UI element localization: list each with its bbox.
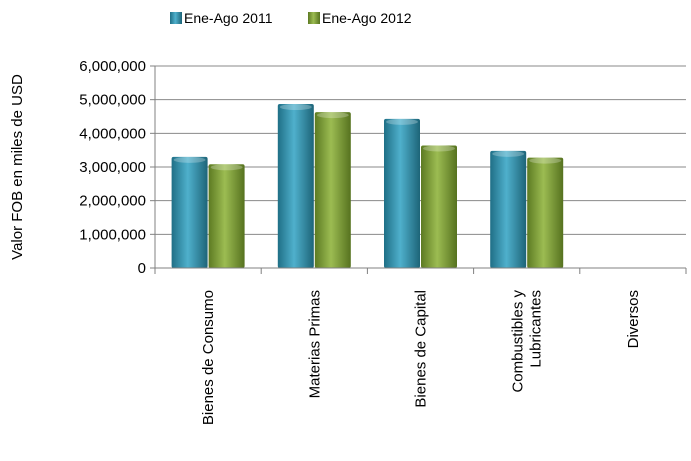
- y-tick-label-4: 4,000,000: [79, 125, 146, 142]
- legend-label-1: Ene-Ago 2011: [184, 10, 273, 26]
- bar-s2-c2: [314, 112, 351, 268]
- bar-highlight-s1-c1: [173, 156, 206, 163]
- bar-highlight-s2-c1: [210, 164, 243, 171]
- y-axis-title: Valor FOB en miles de USD: [9, 74, 26, 260]
- bar-s1-c2: [277, 104, 314, 268]
- x-category-label-4-line-1: Combustibles y: [510, 290, 527, 393]
- y-tick-label-0: 0: [138, 260, 146, 277]
- y-tick-label-6: 6,000,000: [79, 58, 146, 75]
- y-tick-label-5: 5,000,000: [79, 92, 146, 109]
- legend: Ene-Ago 2011 Ene-Ago 2012: [170, 10, 412, 26]
- bar-highlight-s1-c4: [492, 150, 525, 157]
- bar-s1-c4: [490, 150, 527, 268]
- x-category-label-3: Bienes de Capital: [413, 290, 430, 408]
- legend-swatch-1: [170, 12, 182, 24]
- y-tick-label-3: 3,000,000: [79, 159, 146, 176]
- bar-highlight-s2-c4: [529, 157, 562, 164]
- x-category-label-5: Diversos: [625, 290, 642, 348]
- x-category-label-2: Materias Primas: [306, 290, 323, 398]
- bar-s1-c1: [171, 156, 208, 268]
- legend-label-2: Ene-Ago 2012: [322, 10, 412, 26]
- y-tick-label-1: 1,000,000: [79, 226, 146, 243]
- bars: [171, 104, 564, 269]
- bar-s2-c3: [421, 145, 457, 268]
- bar-s2-c4: [527, 157, 564, 268]
- x-category-label-4-line-2: Lubricantes: [528, 290, 545, 368]
- y-axis-ticks: 0 1,000,000 2,000,000 3,000,000 4,000,000 5,0…: [79, 58, 155, 277]
- legend-swatch-2: [308, 12, 320, 24]
- y-tick-label-2: 2,000,000: [79, 193, 146, 210]
- bar-highlight-s1-c2: [279, 104, 312, 111]
- bar-s1-c3: [384, 118, 420, 269]
- bar-highlight-s1-c3: [386, 118, 418, 125]
- x-category-label-1: Bienes de Consumo: [200, 290, 217, 425]
- bar-s2-c1: [208, 164, 245, 268]
- bar-highlight-s2-c2: [316, 112, 349, 119]
- x-axis-categories: Bienes de Consumo Materias Primas Bienes d…: [200, 290, 642, 426]
- bar-highlight-s2-c3: [423, 145, 455, 152]
